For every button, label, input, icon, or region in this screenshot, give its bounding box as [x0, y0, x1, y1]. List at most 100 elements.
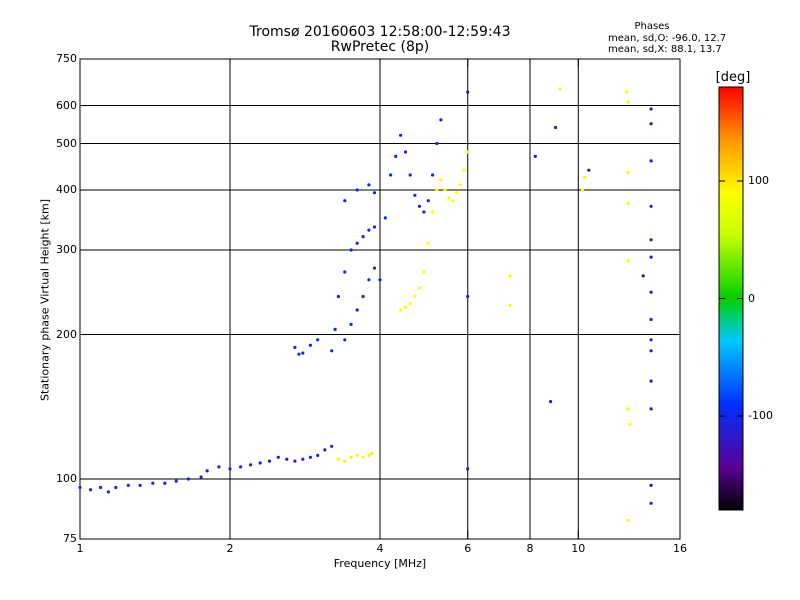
data-point: [163, 481, 167, 485]
y-tick-label: 750: [56, 52, 77, 65]
data-point: [308, 343, 312, 347]
data-point: [403, 305, 408, 309]
data-point: [626, 100, 630, 104]
data-point: [443, 188, 447, 192]
data-point: [389, 173, 393, 177]
data-point: [301, 351, 305, 355]
data-point: [417, 204, 422, 208]
y-tick-label: 300: [56, 243, 77, 256]
data-point: [649, 317, 653, 322]
y-tick-label: 400: [56, 183, 77, 197]
data-point: [466, 150, 470, 154]
data-point: [413, 193, 417, 197]
y-tick-label: 75: [63, 532, 77, 545]
data-point: [361, 294, 365, 299]
data-point: [413, 294, 417, 299]
data-point: [355, 453, 359, 457]
data-point: [330, 444, 334, 448]
data-point: [174, 479, 178, 483]
data-point: [199, 475, 203, 479]
y-tick-label: 200: [56, 327, 77, 341]
data-point: [458, 183, 462, 187]
data-point: [301, 457, 305, 461]
data-point: [106, 490, 110, 494]
data-point: [367, 228, 371, 232]
data-point: [361, 455, 365, 459]
data-point: [626, 518, 630, 523]
data-point: [399, 133, 403, 137]
data-point: [649, 338, 653, 342]
data-point: [355, 188, 359, 192]
data-point: [367, 278, 371, 282]
data-point: [439, 178, 443, 182]
data-point: [649, 255, 653, 259]
data-point: [308, 455, 312, 459]
data-point: [276, 455, 280, 459]
data-point: [249, 463, 253, 467]
data-point: [641, 274, 645, 278]
data-point: [138, 483, 142, 487]
data-point: [370, 452, 374, 456]
data-point: [625, 90, 629, 94]
data-point: [186, 477, 190, 481]
data-point: [89, 488, 93, 492]
phases-x-mode: mean, sd,X: 88.1, 13.7: [608, 44, 722, 55]
data-point: [455, 191, 459, 195]
data-point: [99, 485, 103, 490]
y-tick-label: 500: [56, 136, 77, 150]
data-point: [408, 173, 412, 177]
axis-ticks: [79, 58, 681, 540]
data-point: [316, 338, 320, 342]
data-point: [581, 188, 585, 192]
data-point: [466, 467, 470, 471]
data-point: [649, 290, 653, 294]
data-point: [587, 168, 591, 172]
data-point: [649, 122, 653, 126]
x-tick-label: 4: [376, 542, 384, 555]
data-point: [372, 225, 377, 229]
data-point: [372, 191, 377, 195]
colorbar-tick-label: 100: [748, 174, 769, 187]
data-point: [462, 168, 466, 172]
data-point: [378, 278, 382, 282]
data-point: [372, 266, 377, 270]
colorbar-tick-label: -100: [748, 409, 773, 422]
data-point: [626, 201, 630, 206]
data-point: [553, 125, 558, 130]
data-point: [417, 286, 422, 290]
data-point: [451, 199, 455, 203]
data-point: [558, 87, 562, 91]
data-point: [336, 294, 340, 299]
data-point: [403, 150, 408, 154]
y-axis-label: Stationary phase Virtual Height [km]: [38, 198, 52, 402]
chart-subtitle: RwPretec (8p): [330, 39, 430, 55]
data-point: [343, 270, 347, 274]
grid-lines: [80, 59, 680, 539]
data-points: [78, 87, 653, 523]
colorbar-ticks: [719, 180, 743, 417]
data-point: [549, 400, 553, 404]
data-point: [349, 455, 353, 459]
data-point: [649, 501, 653, 505]
data-point: [383, 216, 387, 220]
data-point: [297, 352, 301, 356]
data-point: [426, 241, 430, 245]
data-point: [343, 459, 347, 463]
data-point: [361, 235, 365, 239]
data-point: [649, 483, 653, 487]
data-point: [367, 453, 371, 457]
data-point: [626, 259, 630, 263]
data-point: [422, 210, 426, 214]
data-point: [408, 302, 412, 306]
data-point: [285, 457, 289, 461]
data-point: [394, 154, 398, 158]
data-point: [431, 210, 435, 214]
data-point: [151, 481, 155, 485]
data-point: [422, 270, 426, 274]
data-point: [349, 322, 353, 326]
x-tick-label: 1: [76, 542, 84, 555]
data-point: [508, 274, 512, 278]
y-tick-label: 100: [56, 472, 77, 486]
phases-title: Phases: [634, 21, 670, 32]
